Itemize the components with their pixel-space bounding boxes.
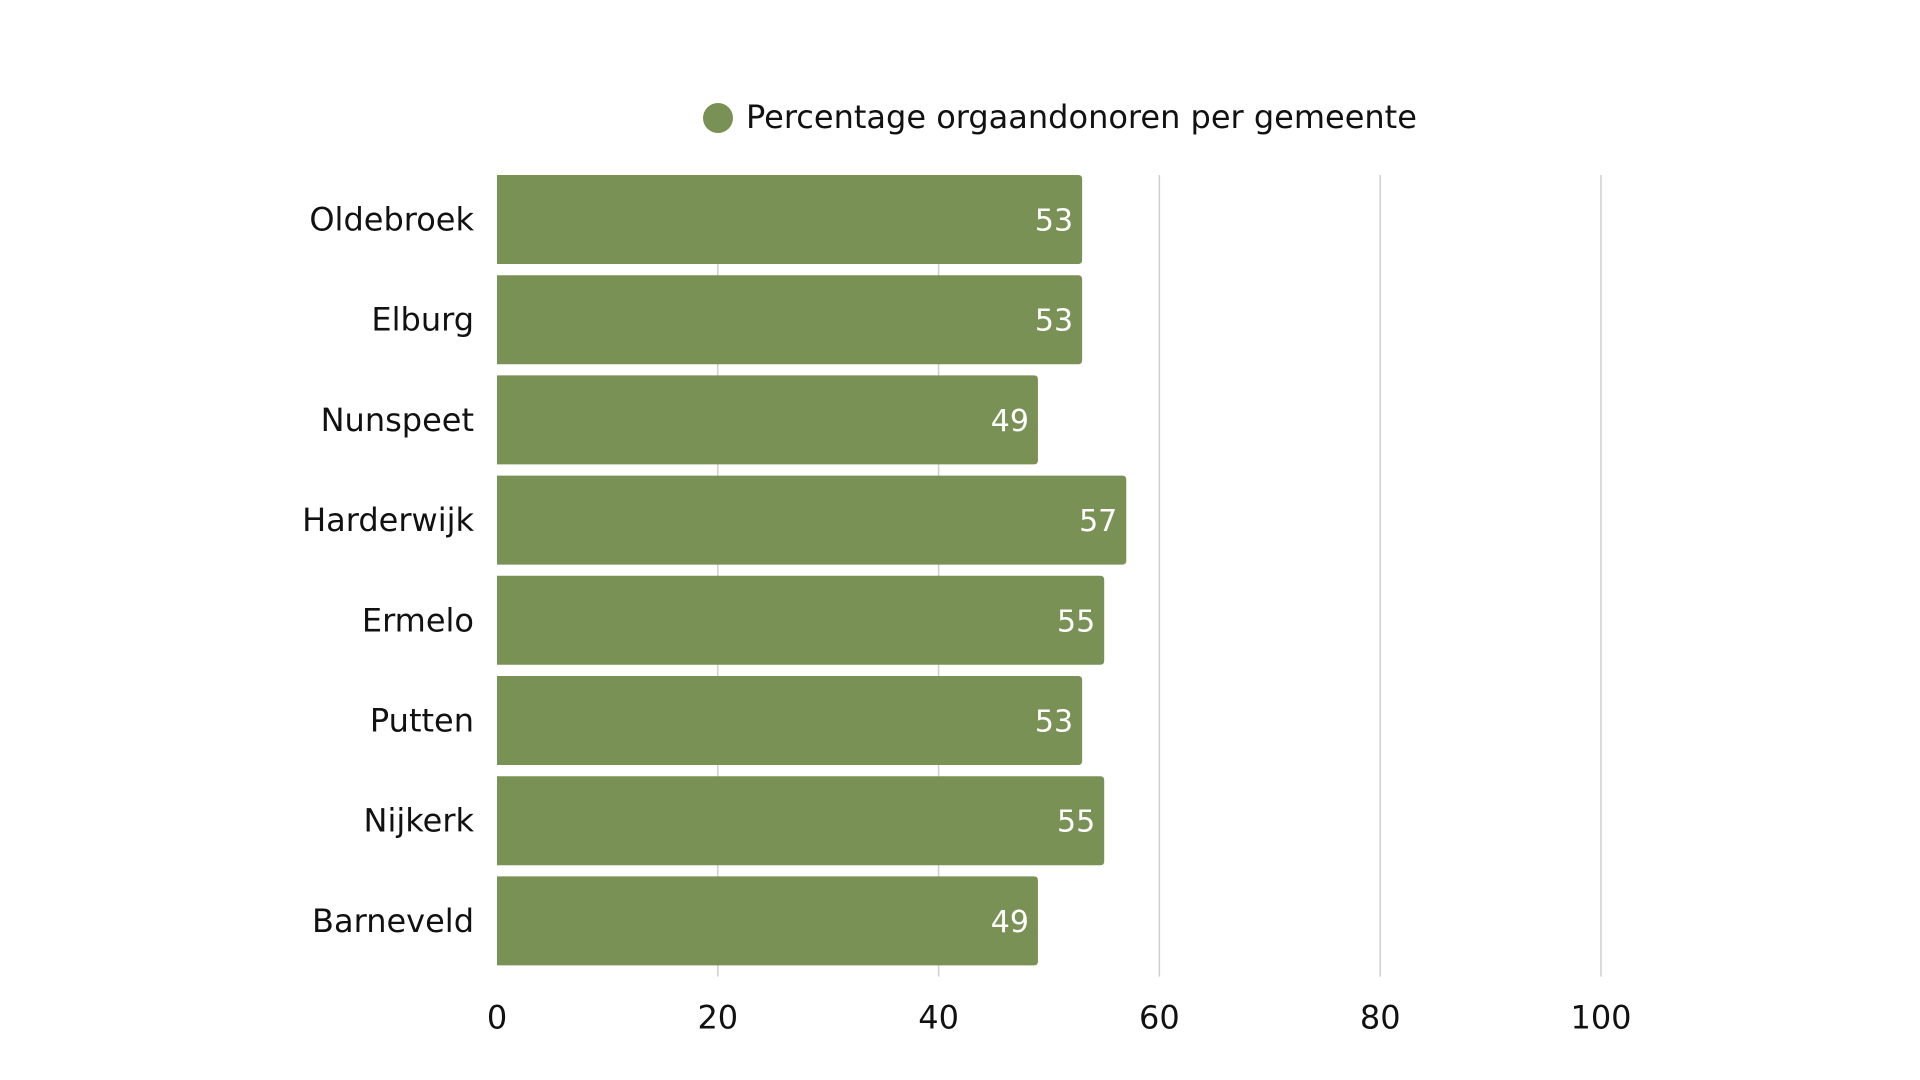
bar-ermelo — [497, 575, 1105, 665]
x-tick-label-100: 100 — [1570, 999, 1631, 1037]
x-tick-label-20: 20 — [697, 999, 738, 1037]
category-label-barneveld: Barneveld — [312, 902, 474, 940]
data-label-barneveld: 49 — [991, 905, 1029, 940]
category-label-oldebroek: Oldebroek — [309, 201, 474, 239]
bar-nunspeet — [497, 375, 1038, 465]
x-axis-tick-labels: 0 20 40 60 80 100 — [487, 999, 1632, 1037]
bar-nijkerk — [497, 776, 1105, 866]
category-label-nunspeet: Nunspeet — [321, 401, 474, 439]
data-label-oldebroek: 53 — [1035, 204, 1073, 239]
bar-oldebroek — [497, 175, 1083, 264]
x-tick-label-40: 40 — [918, 999, 959, 1037]
bar-elburg — [497, 275, 1083, 365]
bar-putten — [497, 676, 1083, 765]
legend-label: Percentage orgaandonoren per gemeente — [746, 98, 1417, 136]
data-label-putten: 53 — [1035, 705, 1073, 740]
category-labels: Oldebroek Elburg Nunspeet Harderwijk Ermelo P… — [302, 201, 474, 940]
category-label-elburg: Elburg — [371, 301, 474, 339]
data-label-nijkerk: 55 — [1057, 805, 1095, 840]
category-label-putten: Putten — [370, 702, 474, 740]
x-tick-label-60: 60 — [1139, 999, 1180, 1037]
bars — [497, 175, 1127, 966]
legend: Percentage orgaandonoren per gemeente — [703, 98, 1417, 136]
legend-swatch — [703, 103, 733, 133]
bar-harderwijk — [497, 475, 1127, 565]
category-label-ermelo: Ermelo — [362, 601, 474, 639]
data-label-elburg: 53 — [1035, 304, 1073, 339]
data-label-ermelo: 55 — [1057, 604, 1095, 639]
category-label-nijkerk: Nijkerk — [364, 802, 475, 840]
x-tick-label-80: 80 — [1360, 999, 1401, 1037]
category-label-harderwijk: Harderwijk — [302, 501, 474, 539]
x-tick-label-0: 0 — [487, 999, 507, 1037]
data-labels: 53 53 49 57 55 53 55 49 — [991, 204, 1118, 940]
bar-barneveld — [497, 876, 1038, 966]
data-label-harderwijk: 57 — [1079, 504, 1117, 539]
data-label-nunspeet: 49 — [991, 404, 1029, 439]
